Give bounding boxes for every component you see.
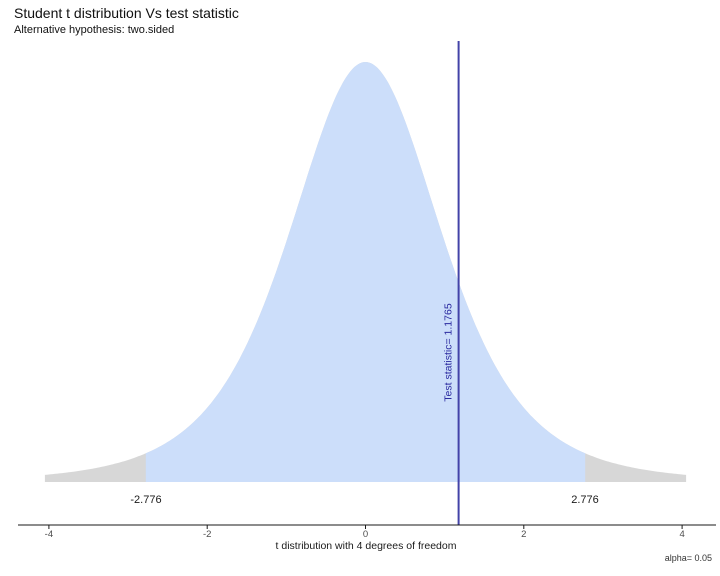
critical-value-label-left: -2.776 (130, 494, 162, 506)
acceptance-region-area (145, 62, 586, 482)
alternative-hypothesis-subtitle: Alternative hypothesis: two.sided (14, 24, 175, 36)
x-axis-tick-label: -2 (202, 529, 212, 540)
x-axis-title: t distribution with 4 degrees of freedom (275, 540, 457, 552)
x-axis-tick-label: 4 (679, 529, 685, 540)
x-axis-tick-label: 0 (362, 529, 369, 540)
test-statistic-label: Test statistic= 1.1765 (442, 303, 455, 402)
alpha-label: alpha= 0.05 (664, 553, 712, 563)
x-axis-tick-label: 2 (521, 529, 527, 540)
x-axis-tick-label: -4 (44, 529, 54, 540)
critical-value-label-right: 2.776 (571, 494, 599, 506)
page-title: Student t distribution Vs test statistic (14, 5, 239, 21)
